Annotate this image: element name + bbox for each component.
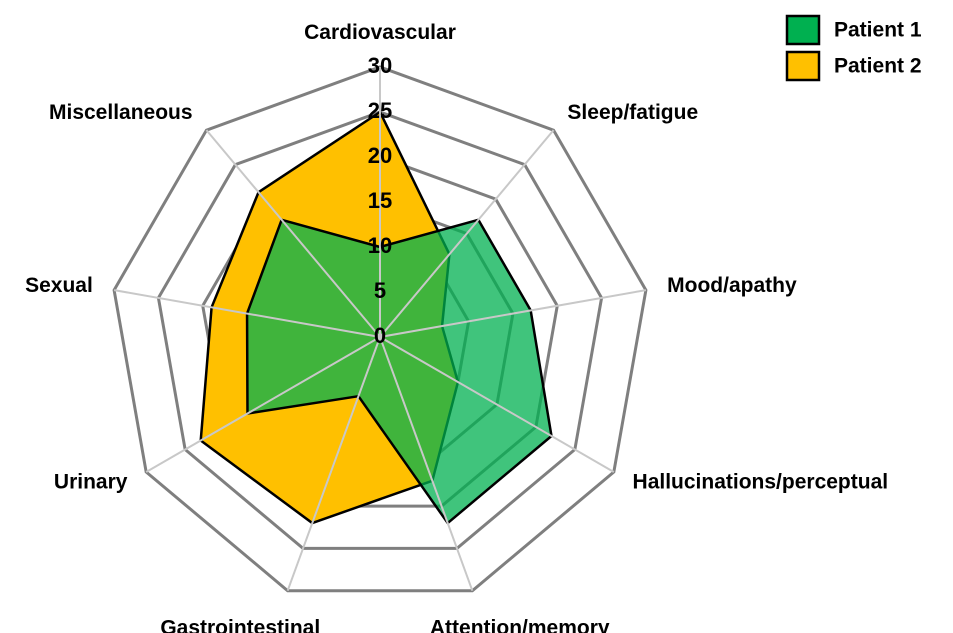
category-label: Miscellaneous xyxy=(49,101,193,124)
spoke xyxy=(379,336,474,592)
category-label: Cardiovascular xyxy=(304,21,456,44)
category-label: Urinary xyxy=(54,470,128,493)
r-tick-label: 15 xyxy=(368,188,392,213)
r-tick-label: 20 xyxy=(368,143,392,168)
grid-ring xyxy=(112,65,648,593)
legend-label: Patient 2 xyxy=(834,55,922,78)
category-label: Mood/apathy xyxy=(667,274,797,297)
r-tick-label: 25 xyxy=(368,98,392,123)
r-tick-label: 10 xyxy=(368,233,392,258)
grid-ring xyxy=(156,110,604,550)
r-tick-label: 30 xyxy=(368,53,392,78)
category-label: Gastrointestinal xyxy=(160,617,320,633)
spoke xyxy=(379,129,555,338)
series-area xyxy=(245,218,553,525)
spoke xyxy=(379,289,647,338)
r-tick-label: 0 xyxy=(374,323,386,348)
legend-label: Patient 1 xyxy=(834,19,922,42)
legend-swatch xyxy=(785,14,821,46)
spoke xyxy=(205,129,381,338)
r-tick-label: 5 xyxy=(374,278,386,303)
category-label: Attention/memory xyxy=(430,617,610,633)
spoke xyxy=(145,336,381,473)
spoke xyxy=(113,289,381,338)
category-label: Sexual xyxy=(25,274,93,297)
spoke xyxy=(379,336,615,473)
category-label: Hallucinations/perceptual xyxy=(633,470,889,493)
spoke xyxy=(286,336,381,592)
legend-swatch xyxy=(785,50,821,82)
category-label: Sleep/fatigue xyxy=(567,101,698,124)
